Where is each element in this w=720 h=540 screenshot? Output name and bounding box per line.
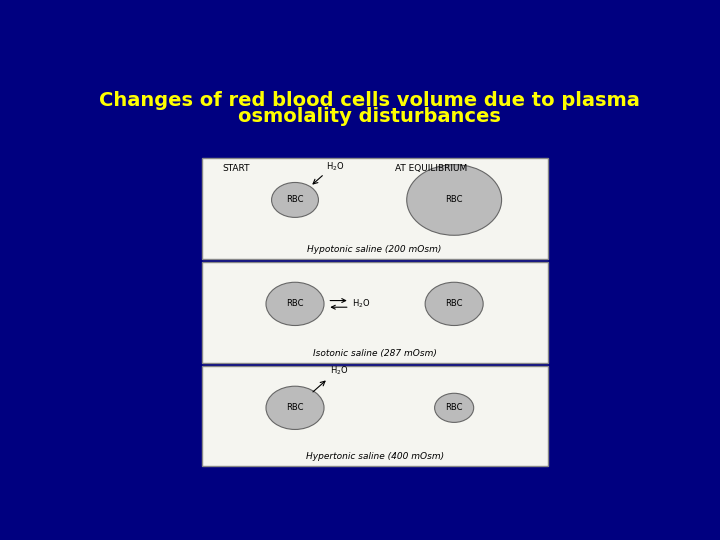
Circle shape — [425, 282, 483, 326]
Bar — [202, 262, 547, 362]
Text: AT EQUILIBRIUM: AT EQUILIBRIUM — [395, 164, 467, 173]
Text: Hypotonic saline (200 mOsm): Hypotonic saline (200 mOsm) — [307, 245, 442, 254]
Text: H$_2$O: H$_2$O — [326, 160, 345, 173]
Text: RBC: RBC — [446, 403, 463, 413]
Text: RBC: RBC — [287, 299, 304, 308]
Bar — [202, 158, 547, 259]
Text: Isotonic saline (287 mOsm): Isotonic saline (287 mOsm) — [312, 348, 436, 357]
Circle shape — [407, 165, 502, 235]
Text: RBC: RBC — [287, 195, 304, 205]
Bar — [202, 366, 547, 467]
Text: H$_2$O: H$_2$O — [353, 298, 371, 310]
Circle shape — [435, 393, 474, 422]
Text: Hypertonic saline (400 mOsm): Hypertonic saline (400 mOsm) — [305, 453, 444, 462]
Text: RBC: RBC — [287, 403, 304, 413]
Circle shape — [271, 183, 318, 218]
Text: osmolality disturbances: osmolality disturbances — [238, 107, 500, 126]
Text: Changes of red blood cells volume due to plasma: Changes of red blood cells volume due to… — [99, 91, 639, 110]
Text: RBC: RBC — [446, 299, 463, 308]
Circle shape — [266, 282, 324, 326]
Text: RBC: RBC — [446, 195, 463, 205]
Text: START: START — [222, 164, 250, 173]
Text: H$_2$O: H$_2$O — [330, 365, 348, 377]
Circle shape — [266, 386, 324, 429]
